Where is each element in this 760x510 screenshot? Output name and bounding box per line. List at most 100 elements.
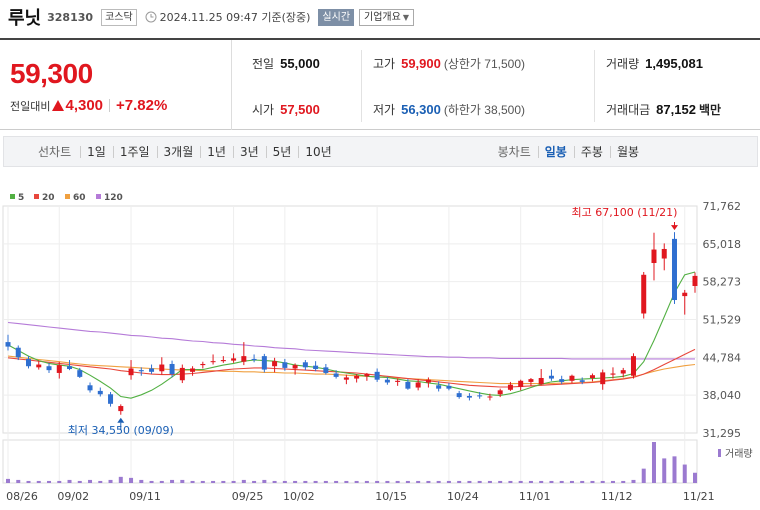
candle-body <box>518 380 524 387</box>
volume-bar <box>221 480 226 483</box>
period-3y[interactable]: 3년 <box>232 145 266 159</box>
volume-bar <box>36 480 41 483</box>
period-10y[interactable]: 10년 <box>298 145 338 159</box>
candle-weekly[interactable]: 주봉 <box>573 145 610 159</box>
volume-bar <box>528 480 533 483</box>
ma120-line <box>7 321 695 360</box>
candle-body <box>569 375 575 381</box>
candle-body <box>36 364 42 368</box>
low-arrow-icon <box>117 417 125 423</box>
candle-body <box>415 382 421 388</box>
prev-close-stat: 전일 55,000 <box>252 55 320 72</box>
candle-body <box>149 368 155 372</box>
y-tick-label: 44,784 <box>703 351 742 364</box>
y-tick-label: 65,018 <box>703 238 742 251</box>
x-tick-label: 09/11 <box>129 490 161 503</box>
candle-monthly[interactable]: 월봉 <box>609 145 646 159</box>
candle-body <box>220 360 226 362</box>
candle-body <box>487 396 493 398</box>
candle-daily[interactable]: 일봉 <box>537 145 574 159</box>
change-amount: 4,300 <box>65 97 104 114</box>
candle-body <box>405 381 411 389</box>
company-overview-button[interactable]: 기업개요 ▼ <box>359 8 414 26</box>
price-chart-svg: 71,762 65,018 58,273 51,529 44,784 38,040 31,2… <box>2 193 753 503</box>
candle-body <box>579 380 585 382</box>
candle-body <box>159 364 165 372</box>
period-1d[interactable]: 1일 <box>80 145 113 159</box>
company-overview-label: 기업개요 <box>364 11 401 23</box>
change-percent: +7.82% <box>116 97 168 114</box>
candle-body <box>282 362 288 368</box>
stock-code: 328130 <box>47 10 94 24</box>
volume-bar <box>672 456 677 483</box>
candle-body <box>272 361 278 367</box>
low-annotation: 최저 34,550 (09/09) <box>68 424 174 437</box>
candle-body <box>559 379 565 382</box>
low-value: 56,300 <box>401 102 441 117</box>
volume-bar <box>57 480 62 483</box>
period-3m[interactable]: 3개월 <box>156 145 201 159</box>
clock-icon <box>145 11 157 23</box>
volume-bar <box>303 480 308 483</box>
period-1y[interactable]: 1년 <box>200 145 233 159</box>
volume-bar <box>88 479 93 483</box>
candle-body <box>251 358 257 361</box>
candle-body <box>118 406 124 412</box>
candle-body <box>528 379 534 382</box>
trade-value-unit: 백만 <box>698 103 722 117</box>
candle-body <box>692 275 698 287</box>
candle-body <box>600 372 606 385</box>
volume-value: 1,495,081 <box>645 56 703 71</box>
high-value: 59,900 <box>401 56 441 71</box>
volume-bar <box>252 480 257 483</box>
ma60-line <box>7 355 696 385</box>
high-stat: 고가 59,900 (상한가 71,500) <box>373 55 525 72</box>
volume-bar <box>498 480 503 483</box>
lower-limit: (하한가 38,500) <box>443 103 526 117</box>
prev-close-value: 55,000 <box>280 56 320 71</box>
candle-body <box>641 274 647 314</box>
volume-bar <box>621 480 626 483</box>
y-tick-label: 38,040 <box>703 389 742 402</box>
volume-bar <box>580 480 585 483</box>
high-arrow-icon <box>670 225 678 231</box>
candle-body <box>210 361 216 363</box>
x-tick-label: 11/12 <box>601 490 633 503</box>
volume-bar <box>26 480 31 483</box>
volume-bar <box>98 480 103 483</box>
price-area: 59,300 전일대비 4,300 +7.82% <box>0 40 232 130</box>
volume-bar <box>272 480 277 483</box>
candle-body <box>46 366 52 371</box>
period-5y[interactable]: 5년 <box>265 145 299 159</box>
volume-bar <box>549 480 554 483</box>
candle-body <box>384 379 390 383</box>
volume-bar <box>67 479 72 483</box>
x-tick-label: 09/25 <box>232 490 264 503</box>
candle-body <box>292 365 298 369</box>
volume-bar <box>487 480 492 483</box>
candle-body <box>261 356 267 370</box>
upper-limit: (상한가 71,500) <box>443 57 526 71</box>
candle-body <box>446 385 452 389</box>
candle-body <box>354 375 360 379</box>
candle-body <box>87 385 93 391</box>
volume-bar <box>590 480 595 483</box>
volume-bar <box>77 480 82 483</box>
up-arrow-icon <box>52 100 65 111</box>
volume-bar <box>354 480 359 483</box>
candle-body <box>138 370 144 372</box>
volume-bar <box>416 480 421 483</box>
candle-body <box>610 373 616 375</box>
high-annotation: 최고 67,100 (11/21) <box>571 206 677 219</box>
period-1w[interactable]: 1주일 <box>112 145 157 159</box>
volume-bar <box>129 477 134 483</box>
low-stat: 저가 56,300 (하한가 38,500) <box>373 101 525 118</box>
candle-body <box>425 379 431 383</box>
quote-summary: 59,300 전일대비 4,300 +7.82% 전일 55,000 시가 57… <box>0 38 760 130</box>
stat-divider <box>594 50 595 122</box>
volume-bar <box>282 480 287 483</box>
volume-bar <box>375 480 380 483</box>
realtime-button[interactable]: 실시간 <box>318 8 355 26</box>
low-label: 저가 <box>373 103 396 117</box>
candle-body <box>436 385 442 389</box>
